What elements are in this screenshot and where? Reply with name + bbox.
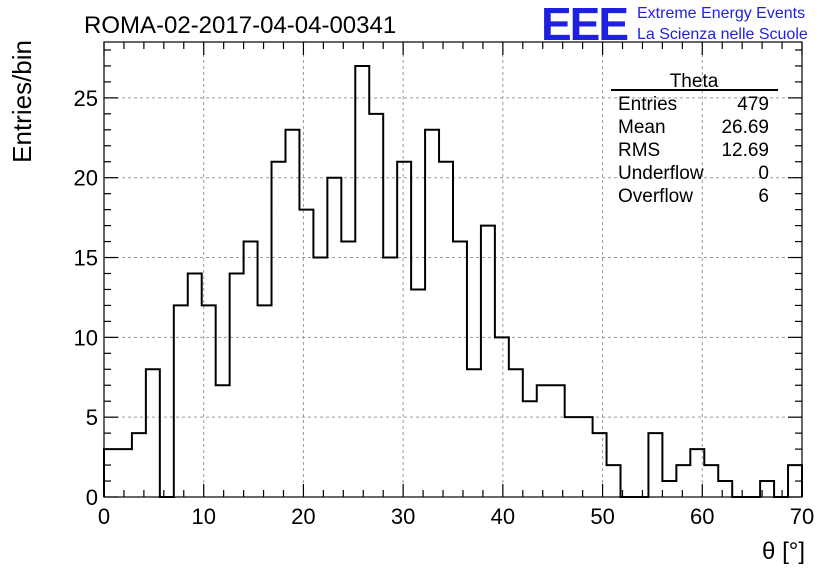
histogram-bin [369, 114, 383, 497]
histogram-bin [146, 369, 160, 497]
histogram-outline [103, 64, 803, 498]
histogram-bin [411, 289, 425, 497]
y-tick-label: 0 [86, 485, 98, 510]
eee-logo: EEE Extreme Energy Events La Scienza nel… [541, 0, 808, 50]
histogram-bin [676, 465, 690, 497]
x-axis: 0 10 20 30 40 50 60 70 [98, 42, 814, 529]
histogram-bins [104, 66, 802, 497]
chart-title: ROMA-02-2017-04-04-00341 [84, 12, 396, 39]
histogram-bin [481, 226, 495, 497]
histogram-bin [313, 258, 327, 497]
histogram-bin [285, 130, 299, 497]
x-tick-label: 20 [291, 504, 315, 529]
histogram-bin [425, 130, 439, 497]
histogram-bin [662, 481, 676, 497]
stats-box: Theta Entries 479 Mean 26.69 RMS 12.69 U… [611, 71, 778, 207]
stats-label-rms: RMS [618, 140, 660, 161]
stats-label-underflow: Underflow [618, 163, 704, 184]
x-axis-title: θ [°] [762, 538, 805, 565]
eee-logo-line1: Extreme Energy Events [637, 5, 805, 22]
histogram-bin [593, 433, 607, 497]
histogram-bin [648, 433, 662, 497]
histogram-bin [244, 242, 258, 497]
histogram-bin [523, 401, 537, 497]
histogram-bin [565, 417, 579, 497]
x-tick-label: 0 [98, 504, 110, 529]
x-tick-label: 60 [690, 504, 714, 529]
histogram-bin [704, 465, 718, 497]
histogram-bin [579, 417, 593, 497]
stats-value-entries: 479 [737, 94, 769, 115]
stats-title: Theta [670, 71, 719, 92]
histogram-bin [453, 242, 467, 497]
grid-lines [104, 42, 802, 497]
histogram-bin [718, 481, 732, 497]
stats-label-entries: Entries [618, 94, 677, 115]
x-tick-label: 70 [790, 504, 814, 529]
histogram-bin [355, 66, 369, 497]
eee-logo-line2: La Scienza nelle Scuole [637, 26, 808, 43]
x-tick-label: 10 [191, 504, 215, 529]
y-axis: 0 5 10 15 20 25 [74, 49, 802, 510]
y-tick-label: 10 [74, 325, 98, 350]
stats-label-overflow: Overflow [618, 186, 693, 207]
y-tick-label: 5 [86, 405, 98, 430]
histogram-bin [383, 258, 397, 497]
y-axis-title: Entries/bin [7, 40, 37, 163]
histogram-bin [230, 273, 244, 497]
histogram-bin [607, 465, 621, 497]
histogram-bin [118, 449, 132, 497]
histogram-bin [272, 162, 286, 497]
stats-value-mean: 26.69 [721, 117, 769, 138]
y-tick-label: 15 [74, 246, 98, 271]
y-tick-label: 25 [74, 86, 98, 111]
histogram-bin [397, 162, 411, 497]
histogram-bin [509, 369, 523, 497]
histogram-bin [188, 273, 202, 497]
x-tick-label: 40 [491, 504, 515, 529]
histogram-bin [467, 369, 481, 497]
stats-label-mean: Mean [618, 117, 666, 138]
stats-value-overflow: 6 [758, 186, 769, 207]
stats-value-rms: 12.69 [721, 140, 769, 161]
plot-frame [103, 41, 803, 498]
histogram-bin [537, 385, 551, 497]
histogram-bin [299, 210, 313, 497]
histogram-bin [132, 433, 146, 497]
histogram-bin [258, 305, 272, 497]
histogram-bin [216, 385, 230, 497]
histogram-bin [341, 242, 355, 497]
histogram-bin [174, 305, 188, 497]
x-tick-label: 30 [391, 504, 415, 529]
histogram-bin [439, 162, 453, 497]
x-tick-label: 50 [590, 504, 614, 529]
histogram-bin [104, 449, 118, 497]
stats-value-underflow: 0 [758, 163, 769, 184]
y-tick-label: 20 [74, 166, 98, 191]
histogram-bin [551, 385, 565, 497]
